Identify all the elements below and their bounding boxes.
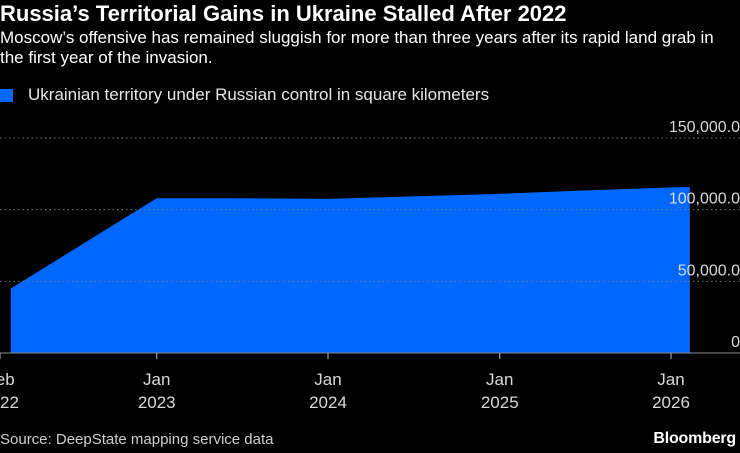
bloomberg-logo: Bloomberg [653,430,736,447]
legend-swatch [0,88,13,102]
chart-subtitle: Moscow’s offensive has remained sluggish… [0,28,714,67]
x-tick-label-month-4: Jan [657,370,684,389]
y-tick-label-2: 100,000.0 [669,191,740,208]
legend-label: Ukrainian territory under Russian contro… [28,85,490,104]
y-tick-label-0: 0 [731,334,740,351]
x-tick-label-year-0: 2022 [0,393,19,412]
y-tick-label-1: 50,000.0 [678,262,740,279]
x-tick-label-year-1: 2023 [138,393,176,412]
chart-title: Russia’s Territorial Gains in Ukraine St… [0,1,567,26]
y-tick-label-3: 150,000.0 [669,119,740,136]
x-tick-label-year-3: 2025 [481,393,519,412]
x-tick-label-month-0: Feb [0,370,15,389]
x-tick-label-month-2: Jan [314,370,341,389]
x-tick-label-month-1: Jan [143,370,170,389]
x-tick-label-year-2: 2024 [309,393,347,412]
legend: Ukrainian territory under Russian contro… [0,84,489,106]
x-tick-label-month-3: Jan [486,370,513,389]
area-series-0 [10,187,690,353]
source-note: Source: DeepState mapping service data [0,431,274,448]
x-tick-label-year-4: 2026 [652,393,690,412]
